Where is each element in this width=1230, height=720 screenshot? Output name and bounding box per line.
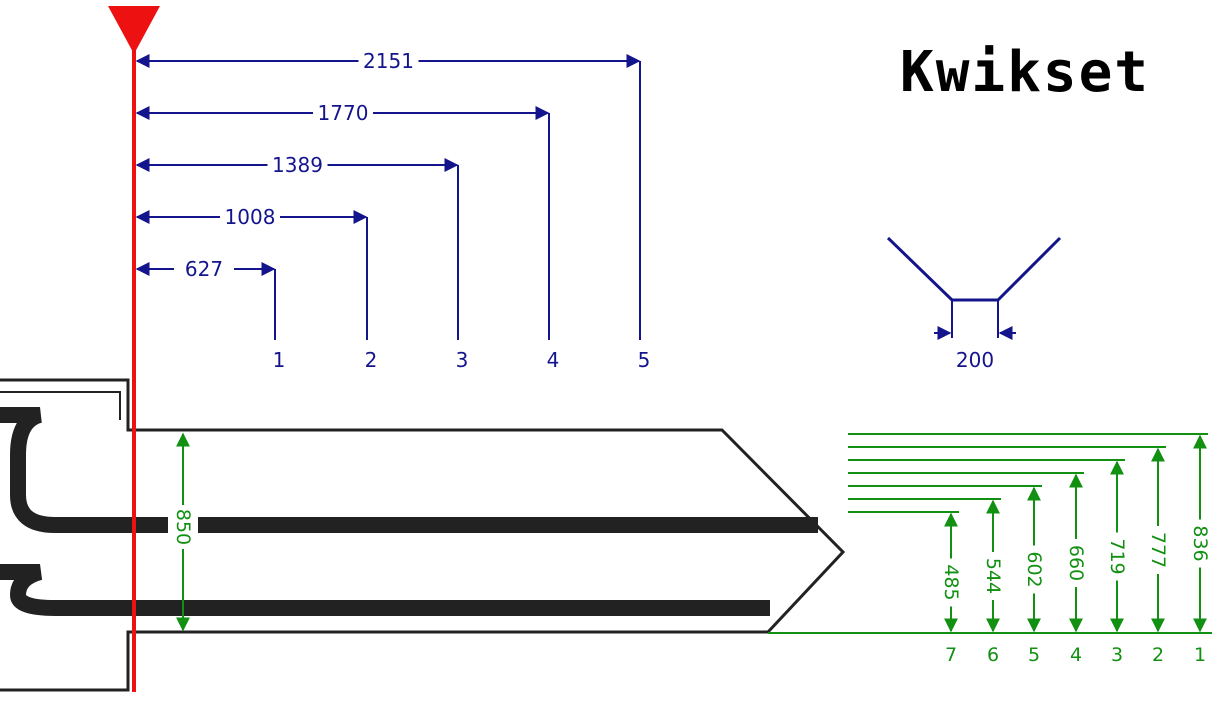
spacing-dimensions: 627 1 1008 2 1389 3 1770 4 2151 5 (135, 49, 651, 372)
depth-number-2: 2 (1152, 644, 1164, 666)
cut-number-5: 5 (638, 348, 651, 372)
spacing-distance-label-4: 1770 (318, 101, 369, 125)
depth-label-bg-6 (983, 552, 1003, 600)
depth-value-label-3: 719 (1106, 538, 1128, 574)
cut-number-1: 1 (273, 348, 286, 372)
spacing-distance-label-1: 627 (185, 257, 223, 281)
depth-label-bg-2 (1148, 526, 1168, 574)
depth-value-label-6: 544 (982, 558, 1004, 594)
key-blade (0, 378, 846, 692)
spacing-label-bg-1 (174, 257, 234, 281)
shoulder-reference (108, 6, 160, 692)
depth-number-1: 1 (1194, 644, 1206, 666)
blade-height-dimension: 850 (168, 432, 198, 632)
spacing-label-bg-3 (267, 153, 328, 177)
spacing-distance-label-2: 1008 (225, 205, 276, 229)
depth-number-7: 7 (945, 644, 957, 666)
depth-value-label-1: 836 (1189, 525, 1211, 561)
depth-value-label-7: 485 (940, 564, 962, 600)
cut-flat-width-label: 200 (956, 348, 994, 372)
depth-number-4: 4 (1070, 644, 1082, 666)
depth-value-label-2: 777 (1147, 532, 1169, 568)
key-bow-edge (0, 391, 121, 420)
cut-number-4: 4 (547, 348, 560, 372)
depth-number-6: 6 (987, 644, 999, 666)
spacing-label-bg-2 (220, 205, 280, 229)
depth-label-bg-7 (941, 558, 961, 607)
shoulder-marker-triangle (108, 6, 160, 54)
spacing-label-bg-4 (313, 101, 373, 125)
depth-number-5: 5 (1028, 644, 1040, 666)
cut-number-2: 2 (365, 348, 378, 372)
brand-title: Kwikset (900, 40, 1151, 105)
blade-height-label-bg (168, 505, 198, 549)
key-outline (0, 378, 846, 692)
blade-height-label: 850 (172, 509, 194, 545)
key-bow-lower-groove (0, 564, 770, 616)
cut-profile: 200 (886, 236, 1062, 372)
depth-label-bg-3 (1107, 532, 1127, 581)
depth-value-label-4: 660 (1065, 545, 1087, 581)
depth-value-label-5: 602 (1023, 551, 1045, 587)
spacing-label-bg-5 (358, 49, 419, 73)
key-bow-upper-groove (0, 407, 818, 533)
spacing-distance-label-3: 1389 (272, 153, 323, 177)
depth-label-bg-5 (1024, 545, 1044, 594)
spacing-distance-label-5: 2151 (363, 49, 414, 73)
depth-label-bg-4 (1066, 539, 1086, 587)
depth-label-bg-1 (1190, 519, 1210, 568)
depth-number-3: 3 (1111, 644, 1123, 666)
cut-number-3: 3 (456, 348, 469, 372)
cut-profile-shape (886, 236, 1062, 302)
depth-dimensions: 836 1 777 2 719 3 660 4 602 5 544 6 485 7 (768, 433, 1212, 666)
